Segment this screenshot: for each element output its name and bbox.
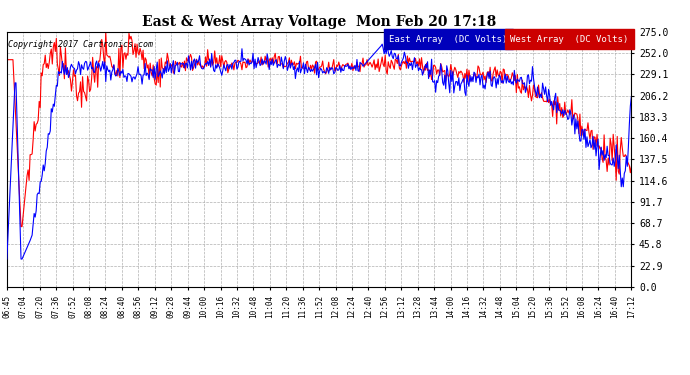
- Legend: East Array  (DC Volts), West Array  (DC Volts): East Array (DC Volts), West Array (DC Vo…: [384, 32, 631, 46]
- Title: East & West Array Voltage  Mon Feb 20 17:18: East & West Array Voltage Mon Feb 20 17:…: [142, 15, 496, 29]
- Text: Copyright 2017 Cartronics.com: Copyright 2017 Cartronics.com: [8, 39, 153, 48]
